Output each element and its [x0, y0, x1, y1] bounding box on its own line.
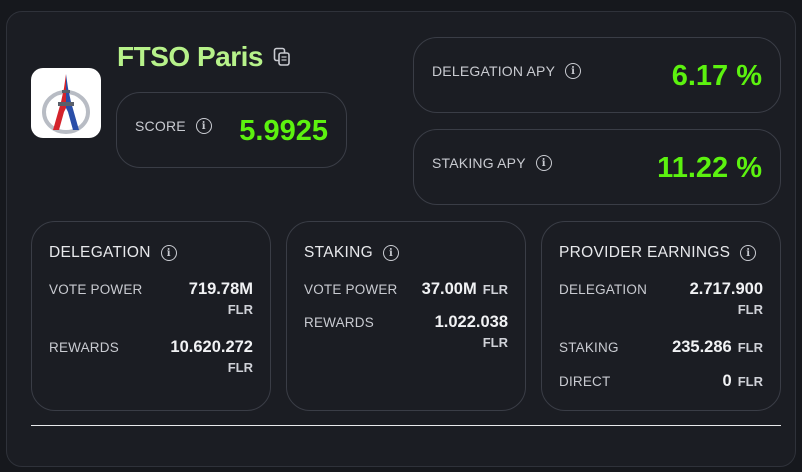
info-icon[interactable]: i: [383, 245, 399, 261]
score-value: 5.9925: [239, 115, 328, 147]
vote-power-unit: FLR: [482, 282, 508, 297]
earnings-staking-value: 235.286 FLR: [672, 338, 763, 356]
delegation-box: DELEGATION i VOTE POWER 719.78M FLR REWA…: [31, 221, 271, 411]
delegation-apy-label: DELEGATION APY: [432, 63, 556, 79]
earnings-delegation-label: DELEGATION: [559, 282, 648, 297]
provider-name: FTSO Paris: [117, 41, 263, 72]
rewards-value: 1.022.038: [434, 313, 508, 331]
delegation-apy-value: 6.17 %: [671, 60, 762, 92]
rewards-value: 10.620.272: [170, 338, 253, 356]
staking-apy-label: STAKING APY: [432, 155, 526, 171]
info-icon[interactable]: i: [565, 63, 582, 79]
info-icon[interactable]: i: [195, 118, 212, 134]
eiffel-tower-logo: [42, 74, 90, 134]
delegation-title: DELEGATION: [49, 244, 151, 261]
vote-power-unit: FLR: [227, 302, 253, 317]
rewards-unit: FLR: [227, 360, 253, 375]
earnings-delegation-value: 2.717.900: [689, 280, 763, 298]
vote-power-label: VOTE POWER: [49, 282, 143, 297]
info-icon[interactable]: i: [160, 245, 177, 261]
vote-power-label: VOTE POWER: [304, 282, 398, 297]
divider: [31, 425, 781, 426]
earnings-staking-label: STAKING: [559, 340, 619, 355]
provider-earnings-box: PROVIDER EARNINGS i DELEGATION 2.717.900…: [541, 221, 781, 411]
staking-title: STAKING: [304, 244, 373, 261]
provider-earnings-title: PROVIDER EARNINGS: [559, 244, 731, 261]
vote-power-value: 37.00M FLR: [421, 280, 508, 298]
vote-power-value: 719.78M: [188, 280, 253, 298]
rewards-label: REWARDS: [49, 340, 119, 355]
earnings-direct-unit: FLR: [737, 374, 763, 389]
score-box: SCORE i 5.9925: [116, 92, 347, 168]
rewards-label: REWARDS: [304, 315, 374, 330]
info-icon[interactable]: i: [535, 155, 552, 171]
copy-icon[interactable]: [273, 47, 291, 67]
rewards-unit: FLR: [482, 335, 508, 350]
score-label: SCORE: [135, 118, 186, 134]
earnings-delegation-unit: FLR: [737, 302, 763, 317]
earnings-staking-unit: FLR: [737, 340, 763, 355]
staking-apy-box: STAKING APY i 11.22 %: [413, 129, 781, 205]
info-icon[interactable]: i: [740, 245, 757, 261]
earnings-direct-value: 0 FLR: [722, 372, 763, 390]
earnings-direct-label: DIRECT: [559, 374, 611, 389]
staking-apy-value: 11.22 %: [657, 152, 762, 184]
staking-box: STAKING i VOTE POWER 37.00M FLR REWARDS 1…: [286, 221, 526, 411]
delegation-apy-box: DELEGATION APY i 6.17 %: [413, 37, 781, 113]
provider-logo: [31, 68, 101, 138]
